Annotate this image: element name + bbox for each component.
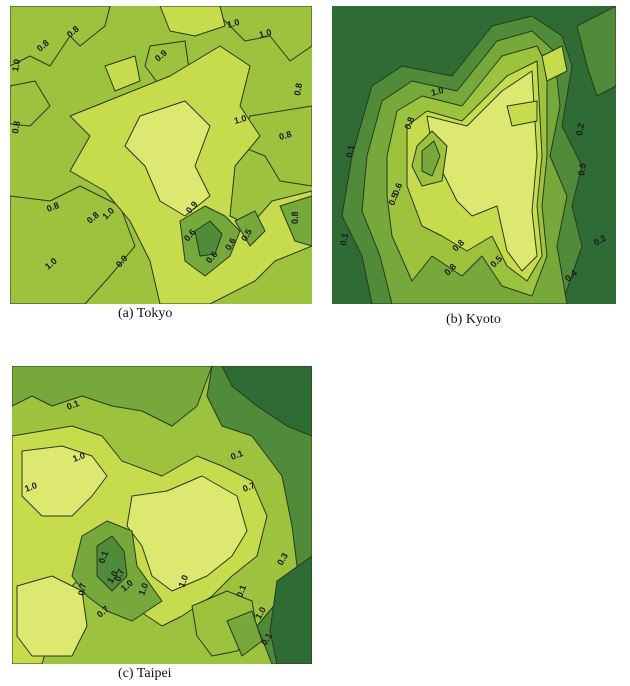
contour-label: 1.0 [258, 27, 273, 40]
contour-label: 0.8 [10, 120, 22, 134]
contour-region-0.7 [10, 80, 51, 127]
contour-label: 0.8 [290, 211, 300, 224]
caption-kyoto: (b) Kyoto [446, 312, 501, 327]
contour-region-1.0 [426, 70, 538, 272]
contour-label: 1.0 [430, 85, 445, 98]
contour-panel-kyoto: 1.0 0.8 0.1 0.6 0.5 0.1 0.8 0.8 0.5 0.2 0.5 0.2 0.4 [332, 6, 616, 304]
contour-label: 0.1 [234, 584, 248, 599]
contour-label: 0.8 [278, 129, 293, 142]
contour-region-1.0 [21, 445, 108, 517]
contour-region-0.5 [279, 195, 312, 247]
contour-label: 0.6 [390, 182, 404, 197]
caption-taipei: (c) Taipei [118, 666, 172, 681]
contour-label: 1.0 [176, 574, 190, 589]
contour-region-0.5 [12, 366, 213, 427]
contour-label: 0.1 [96, 550, 110, 565]
contour-label: 0.8 [45, 200, 60, 214]
contour-panel-tokyo: 1.0 1.0 0.8 0.8 0.9 1.0 0.8 1.0 0.8 0.8 0.8 0.8 1.0 0… [10, 6, 312, 304]
contour-region-0.9 [104, 55, 141, 92]
contour-label: 0.1 [344, 144, 356, 158]
contour-label: 1.0 [233, 113, 248, 126]
contour-panel-taipei: 0.1 1.0 1.0 0.1 0.7 0.1 1.0 1.0 0.7 0.7 0.7 1.0 1.0 0… [12, 366, 312, 664]
contour-label: 0.8 [402, 116, 416, 131]
caption-tokyo: (a) Tokyo [118, 306, 173, 321]
contour-label: 1.0 [23, 480, 38, 494]
contour-region-0.7 [10, 185, 136, 304]
contour-region-0.5 [234, 210, 266, 247]
contour-region-0.7 [209, 6, 312, 62]
contour-region-0.1 [221, 366, 312, 437]
contour-label: 1.0 [71, 450, 86, 464]
contour-region-1.0 [126, 475, 248, 592]
contour-region-0.9 [506, 100, 538, 127]
contour-region-0.7 [10, 6, 111, 67]
contour-label: 0.1 [338, 232, 350, 246]
contour-plot-taipei: 0.11.01.00.10.70.11.01.00.70.70.71.01.00… [12, 366, 312, 664]
contour-label: 1.0 [226, 17, 241, 30]
contour-region-0.3 [96, 535, 128, 592]
contour-region-0.3 [576, 6, 616, 97]
contour-region-1.0 [124, 100, 211, 217]
contour-label: 0.5 [576, 162, 588, 176]
contour-region-0.9 [541, 45, 568, 82]
contour-plot-kyoto: 1.00.80.10.60.50.1 0.80.80.50.20.50.20.4 [332, 6, 616, 304]
contour-label: 1.0 [10, 58, 22, 72]
contour-region-0.1 [269, 555, 312, 664]
contour-label: 0.8 [292, 82, 304, 96]
contour-label: 0.1 [229, 448, 244, 462]
contour-region-0.5 [226, 610, 263, 657]
contour-label: 0.7 [241, 480, 256, 494]
contour-plot-tokyo: 1.01.00.80.80.91.00.81.00.80.80.80.81.0 0… [10, 6, 312, 304]
contour-label: 0.1 [65, 398, 80, 412]
contour-region-0.3 [194, 220, 223, 257]
contour-label: 0.2 [574, 122, 586, 136]
contour-label: 0.7 [112, 568, 126, 583]
contour-region-1.0 [16, 575, 88, 657]
contour-label: 0.5 [386, 192, 400, 207]
contour-region-0.5 [421, 140, 441, 177]
contour-label: 1.0 [136, 582, 150, 597]
contour-label: 0.7 [76, 582, 88, 596]
contour-region-0.9 [159, 6, 226, 37]
